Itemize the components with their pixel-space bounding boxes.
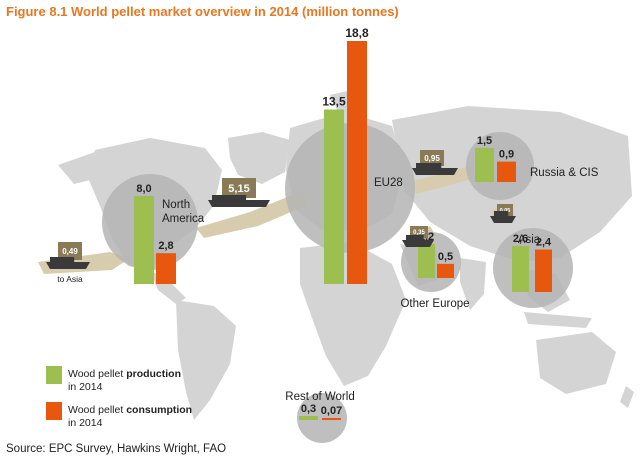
land-india <box>460 258 486 310</box>
label-production-north-america: 8,0 <box>136 183 151 195</box>
label-production-eu28: 13,5 <box>322 95 346 109</box>
ship-icon <box>490 216 516 223</box>
region-name-russia-cis: Russia & CIS <box>530 167 599 179</box>
region-name-north-america: North <box>162 199 190 211</box>
land-japan <box>596 196 612 226</box>
trade-box-north-america-to-asia <box>58 242 82 260</box>
ship-icon <box>412 168 458 175</box>
land-indonesia <box>524 312 592 328</box>
ship-icon <box>402 240 434 247</box>
route-north-america-to-eu28 <box>196 192 310 238</box>
ship-icon <box>208 200 270 207</box>
bar-consumption-russia-cis <box>497 161 516 182</box>
legend-label-production-year: in 2014 <box>68 381 103 393</box>
region-name-north-america-1: America <box>162 213 205 225</box>
trade-value-russia-cis-to-asia: 0,05 <box>500 208 511 214</box>
bar-production-north-america <box>134 196 154 284</box>
region-bars: 8,0 2,8 North America 13,5 18,8 EU28 1,5 0,9 Russ… <box>134 26 599 420</box>
ship-cabin-icon <box>406 235 424 240</box>
ship-icon <box>46 262 90 269</box>
bar-production-russia-cis <box>475 148 494 182</box>
ship-cabin-icon <box>50 257 75 262</box>
trade-value-north-america-to-eu28: 5,15 <box>228 183 249 195</box>
bar-production-eu28 <box>324 109 344 285</box>
trade-note-north-america-to-asia: to Asia <box>57 274 83 284</box>
ship-cabin-icon <box>494 211 509 216</box>
bar-consumption-other-europe <box>437 263 454 278</box>
land-greenland <box>228 132 290 184</box>
land-south-america <box>176 300 236 420</box>
ship-cabin-icon <box>416 163 442 168</box>
label-consumption-asia: 2,4 <box>536 237 552 249</box>
label-production-russia-cis: 1,5 <box>477 135 492 147</box>
legend-swatch-production <box>46 366 62 384</box>
trade-value-russia-cis-to-eu28: 0,95 <box>424 154 440 163</box>
bar-consumption-asia <box>535 249 552 292</box>
trade-value-other-europe-to-eu28: 0,35 <box>413 230 425 236</box>
region-name-other-europe: Other Europe <box>400 298 469 310</box>
legend-label-consumption-year: in 2014 <box>68 417 103 429</box>
bar-consumption-rest-of-world <box>322 418 341 420</box>
source-note: Source: EPC Survey, Hawkins Wright, FAO <box>6 443 227 455</box>
label-production-asia: 2,6 <box>513 233 528 245</box>
trade-value-north-america-to-asia: 0,49 <box>62 247 78 256</box>
bar-consumption-eu28 <box>347 41 367 284</box>
label-production-rest-of-world: 0,3 <box>301 403 316 415</box>
bar-consumption-north-america <box>156 253 176 284</box>
trade-flow-labels: 5,15 0,49 to Asia 0,95 0,35 0,05 <box>46 150 516 284</box>
label-consumption-north-america: 2,8 <box>158 240 173 252</box>
legend-label-production: Wood pellet production <box>68 368 181 380</box>
label-consumption-russia-cis: 0,9 <box>499 149 514 161</box>
figure-title: Figure 8.1 World pellet market overview … <box>6 4 399 19</box>
trade-box-russia-cis-to-eu28 <box>420 150 444 166</box>
ship-cabin-icon <box>212 195 247 200</box>
region-name-asia: Asia <box>518 234 541 246</box>
label-consumption-rest-of-world: 0,07 <box>321 405 342 417</box>
land-alaska <box>58 152 98 184</box>
trade-box-north-america-to-eu28 <box>222 178 256 198</box>
legend-swatch-consumption <box>46 402 62 420</box>
bar-production-asia <box>512 246 529 292</box>
label-consumption-eu28: 18,8 <box>345 26 369 40</box>
label-consumption-other-europe: 0,5 <box>438 251 453 263</box>
region-name-rest-of-world: Rest of World <box>285 391 354 403</box>
route-russia-to-eu28 <box>410 166 476 194</box>
region-name-eu28: EU28 <box>374 177 403 189</box>
bar-production-rest-of-world <box>299 416 318 420</box>
land-new-zealand <box>620 386 634 408</box>
bar-production-other-europe <box>418 244 435 278</box>
legend-label-consumption: Wood pellet consumption <box>68 404 192 416</box>
land-australia <box>536 332 616 394</box>
